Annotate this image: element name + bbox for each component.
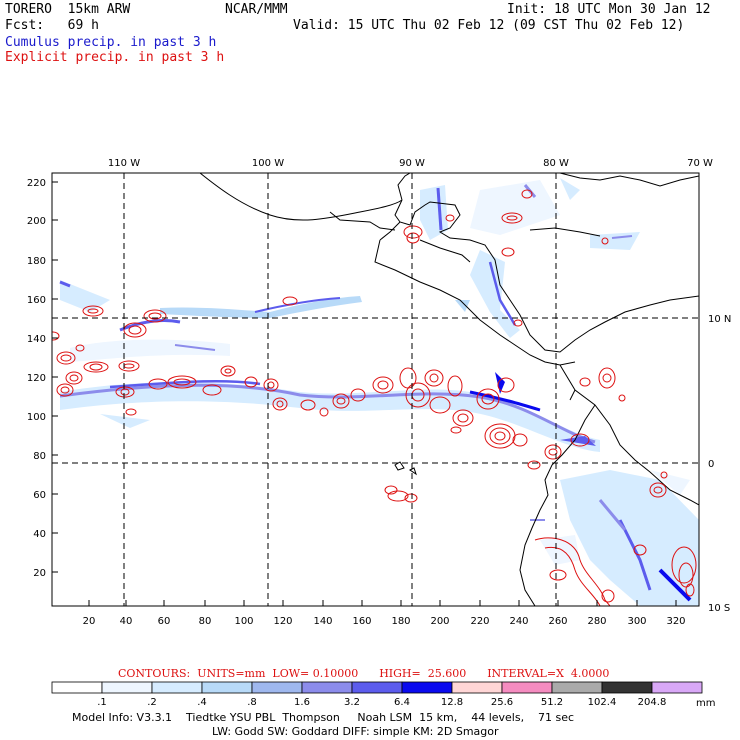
x-tick: 240 <box>509 616 528 627</box>
colorbar-swatch <box>551 681 603 694</box>
colorbar <box>51 681 703 694</box>
explicit-legend: Explicit precip. in past 3 h <box>5 50 225 65</box>
explicit-precip-contours <box>52 189 697 606</box>
x-tick: 280 <box>587 616 606 627</box>
colorbar-label: .1 <box>97 697 107 708</box>
coastlines <box>199 173 699 606</box>
cumulus-precip-shading <box>59 178 699 606</box>
organization: NCAR/MMM <box>225 2 288 17</box>
x-tick: 60 <box>158 616 171 627</box>
colorbar-label: 102.4 <box>588 697 617 708</box>
x-tick: 140 <box>313 616 332 627</box>
y-tick: 80 <box>33 451 46 462</box>
map-frame <box>51 172 700 607</box>
cumulus-legend: Cumulus precip. in past 3 h <box>5 35 217 50</box>
y-tick: 180 <box>27 256 46 267</box>
model-info-line2: LW: Godd SW: Goddard DIFF: simple KM: 2D… <box>212 725 499 738</box>
colorbar-label: 204.8 <box>638 697 667 708</box>
colorbar-label: .2 <box>147 697 157 708</box>
colorbar-labels: .1 .2 .4 .8 1.6 3.2 6.4 12.8 25.6 51.2 102.4 204.8 <box>97 697 666 708</box>
colorbar-label: 1.6 <box>294 697 310 708</box>
lon-label-80w: 80 W <box>543 158 569 169</box>
x-tick: 320 <box>666 616 685 627</box>
x-tick: 80 <box>199 616 212 627</box>
x-tick: 220 <box>470 616 489 627</box>
x-tick: 200 <box>430 616 449 627</box>
x-tick-labels: 20 40 60 80 100 120 140 160 180 200 220 … <box>83 616 686 627</box>
lat-label-10n: 10 N <box>708 314 731 325</box>
y-tick: 200 <box>27 216 46 227</box>
lon-label-90w: 90 W <box>399 158 425 169</box>
lon-label-110w: 110 W <box>108 158 140 169</box>
colorbar-label: 51.2 <box>541 697 563 708</box>
x-tick: 20 <box>83 616 96 627</box>
colorbar-unit: mm <box>696 698 715 709</box>
colorbar-swatch <box>151 681 203 694</box>
forecast-hour: Fcst: 69 h <box>5 18 99 33</box>
lon-label-70w: 70 W <box>687 158 713 169</box>
y-tick: 120 <box>27 373 46 384</box>
y-tick: 140 <box>27 334 46 345</box>
colorbar-label: 25.6 <box>491 697 513 708</box>
colorbar-label: .8 <box>247 697 257 708</box>
latitude-labels: 10 N 0 10 S <box>708 314 731 614</box>
colorbar-swatch <box>601 681 653 694</box>
lat-label-0: 0 <box>708 459 714 470</box>
colorbar-label: 12.8 <box>441 697 463 708</box>
x-tick: 120 <box>273 616 292 627</box>
x-tick: 100 <box>234 616 253 627</box>
y-tick: 60 <box>33 490 46 501</box>
x-tick: 300 <box>627 616 646 627</box>
y-tick: 220 <box>27 178 46 189</box>
colorbar-label: 3.2 <box>344 697 360 708</box>
axis-ticks <box>52 181 677 606</box>
x-tick: 260 <box>548 616 567 627</box>
y-tick: 160 <box>27 295 46 306</box>
lat-label-10s: 10 S <box>708 603 730 614</box>
longitude-labels: 110 W 100 W 90 W 80 W 70 W <box>108 158 713 169</box>
y-tick: 20 <box>33 568 46 579</box>
lat-lon-grid <box>52 173 699 606</box>
x-tick: 40 <box>120 616 133 627</box>
init-time: Init: 18 UTC Mon 30 Jan 12 <box>507 2 711 17</box>
colorbar-swatch <box>51 681 103 694</box>
x-tick: 180 <box>391 616 410 627</box>
lon-label-100w: 100 W <box>252 158 284 169</box>
colorbar-swatch <box>301 681 353 694</box>
y-tick: 40 <box>33 529 46 540</box>
colorbar-swatch <box>651 681 703 694</box>
colorbar-swatch <box>501 681 553 694</box>
y-tick: 100 <box>27 412 46 423</box>
colorbar-swatch <box>451 681 503 694</box>
colorbar-swatch <box>401 681 453 694</box>
y-tick-labels: 220 200 180 160 140 120 100 80 60 40 20 <box>27 178 46 579</box>
colorbar-swatch <box>201 681 253 694</box>
colorbar-swatch <box>101 681 153 694</box>
model-title: TORERO 15km ARW <box>5 2 131 17</box>
valid-time: Valid: 15 UTC Thu 02 Feb 12 (09 CST Thu … <box>293 18 685 33</box>
colorbar-label: .4 <box>197 697 207 708</box>
model-info-line1: Model Info: V3.3.1 Tiedtke YSU PBL Thomp… <box>72 711 575 724</box>
colorbar-swatch <box>351 681 403 694</box>
contour-info: CONTOURS: UNITS=mm LOW= 0.10000 HIGH= 25… <box>118 667 610 680</box>
colorbar-label: 6.4 <box>394 697 410 708</box>
x-tick: 160 <box>352 616 371 627</box>
colorbar-swatch <box>251 681 303 694</box>
